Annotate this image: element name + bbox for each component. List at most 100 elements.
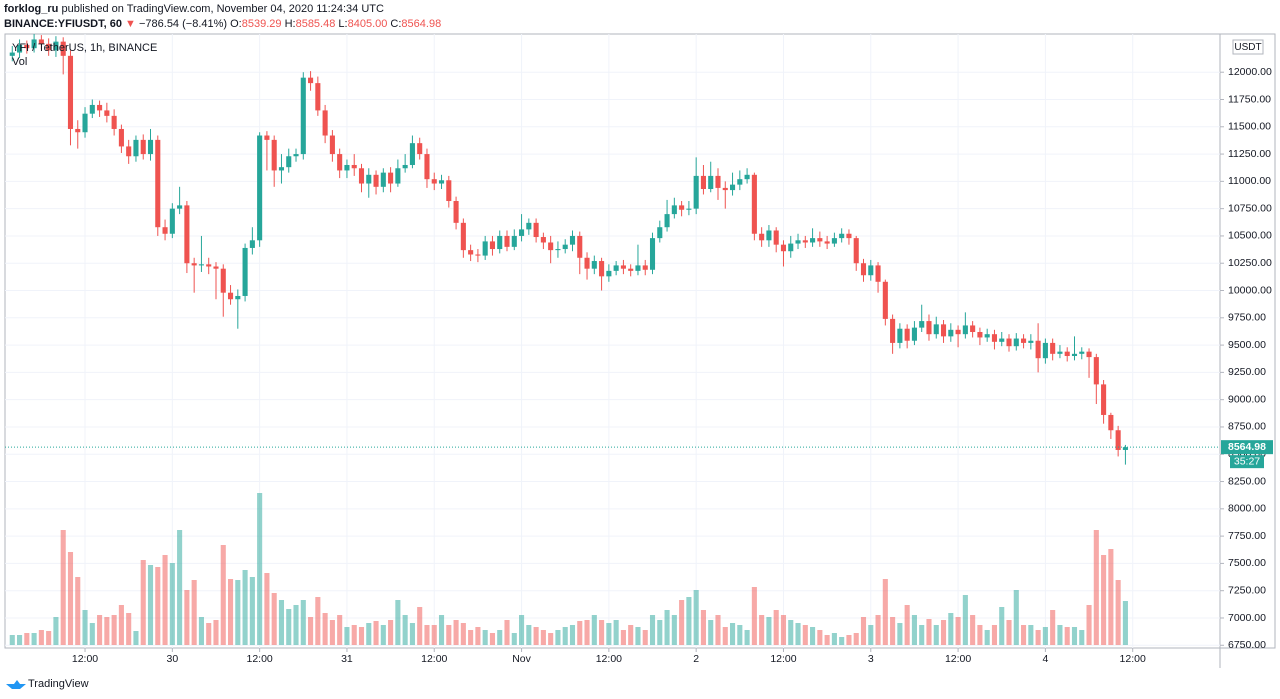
candle-body bbox=[67, 55, 74, 129]
volume-bar bbox=[991, 625, 998, 645]
volume-bar bbox=[1021, 625, 1027, 645]
volume-bar bbox=[1035, 630, 1041, 645]
volume-bar bbox=[206, 623, 212, 645]
y-tick-label: 7250.00 bbox=[1228, 584, 1266, 596]
volume-bar bbox=[75, 577, 81, 645]
candle-body bbox=[795, 240, 801, 244]
volume-bar bbox=[1028, 625, 1034, 645]
candle-body bbox=[162, 227, 168, 234]
candle-body bbox=[882, 281, 888, 319]
y-tick-label: 11250.00 bbox=[1228, 148, 1271, 160]
volume-bar bbox=[213, 620, 219, 645]
candle-body bbox=[206, 264, 212, 267]
candle-body bbox=[737, 179, 743, 185]
candle-body bbox=[395, 168, 401, 184]
volume-bar bbox=[140, 560, 146, 645]
candle-body bbox=[89, 104, 95, 114]
volume-bar bbox=[126, 613, 132, 645]
volume-bar bbox=[890, 617, 896, 645]
x-tick-label: 12:00 bbox=[421, 653, 447, 665]
candle-body bbox=[613, 265, 619, 271]
candle-body bbox=[649, 238, 656, 270]
volume-bar bbox=[373, 621, 379, 645]
candle-body bbox=[169, 208, 175, 234]
currency: USDT bbox=[1234, 42, 1261, 53]
candle-body bbox=[257, 135, 263, 241]
candle-body bbox=[548, 242, 554, 251]
x-tick-label: 2 bbox=[693, 653, 699, 665]
candle-body bbox=[584, 257, 590, 269]
candle-body bbox=[446, 180, 452, 202]
volume-bar bbox=[308, 617, 314, 645]
volume-bar bbox=[715, 615, 721, 645]
volume-bar bbox=[388, 620, 394, 645]
header-line: forklog_ru published on TradingView.com,… bbox=[4, 3, 384, 15]
volume-bar bbox=[635, 627, 641, 645]
candle-body bbox=[366, 174, 372, 184]
x-tick-label: 12:00 bbox=[596, 653, 622, 665]
volume-bar bbox=[817, 630, 823, 645]
volume-bar bbox=[926, 619, 932, 645]
candle-body bbox=[460, 222, 466, 251]
candle-body bbox=[213, 266, 219, 269]
volume-bar bbox=[584, 620, 590, 645]
chart-frame bbox=[4, 33, 1276, 649]
volume-bar bbox=[147, 565, 154, 645]
volume-bar bbox=[1122, 601, 1128, 645]
volume-bar bbox=[497, 630, 503, 645]
candle-body bbox=[679, 205, 685, 210]
candle-body bbox=[220, 268, 226, 293]
candle-body bbox=[671, 205, 677, 215]
y-tick-label: 10500.00 bbox=[1228, 230, 1272, 242]
candle-body bbox=[773, 230, 779, 245]
candle-body bbox=[1071, 353, 1078, 357]
candle-body bbox=[475, 254, 481, 256]
candle-body bbox=[802, 240, 808, 243]
candle-body bbox=[1006, 338, 1012, 347]
volume-bar bbox=[693, 590, 699, 645]
countdown: 35:27 bbox=[1234, 455, 1260, 467]
volume-bar bbox=[198, 617, 204, 645]
candle-body bbox=[897, 328, 903, 343]
volume-bar bbox=[810, 627, 816, 645]
candle-body bbox=[984, 334, 990, 338]
candle-body bbox=[453, 201, 459, 223]
volume-bar bbox=[1042, 627, 1048, 645]
candle-body bbox=[191, 263, 197, 266]
candle-body bbox=[278, 167, 285, 171]
volume-bar bbox=[111, 615, 117, 645]
candle-body bbox=[751, 174, 757, 234]
legend-volume: Vol bbox=[12, 56, 27, 68]
candle-body bbox=[562, 244, 568, 250]
volume-bar bbox=[773, 610, 779, 645]
volume-bar bbox=[271, 593, 277, 645]
volume-bar bbox=[82, 610, 88, 645]
candle-body bbox=[286, 156, 292, 168]
candle-body bbox=[577, 235, 583, 258]
volume-bar bbox=[162, 555, 168, 645]
candle-body bbox=[1021, 338, 1027, 343]
candle-body bbox=[591, 261, 597, 269]
volume-bar bbox=[89, 623, 95, 645]
x-tick-label: Nov bbox=[512, 653, 531, 665]
candle-body bbox=[628, 268, 634, 271]
candle-body bbox=[242, 247, 248, 296]
volume-bar bbox=[795, 623, 801, 645]
volume-bar bbox=[904, 605, 910, 645]
y-tick-label: 8250.00 bbox=[1228, 475, 1266, 487]
volume-bar bbox=[395, 600, 401, 645]
volume-bar bbox=[1071, 627, 1078, 645]
volume-bar bbox=[191, 580, 197, 645]
candle-body bbox=[700, 175, 706, 190]
candle-body bbox=[497, 235, 503, 250]
volume-bar bbox=[970, 615, 976, 645]
volume-bar bbox=[155, 567, 161, 645]
volume-bar bbox=[642, 630, 648, 645]
candle-body bbox=[606, 270, 612, 277]
y-tick-label: 9500.00 bbox=[1228, 339, 1266, 351]
volume-bar bbox=[133, 631, 139, 645]
candle-body bbox=[388, 172, 394, 184]
volume-bar bbox=[911, 615, 917, 645]
volume-bar bbox=[358, 627, 365, 645]
